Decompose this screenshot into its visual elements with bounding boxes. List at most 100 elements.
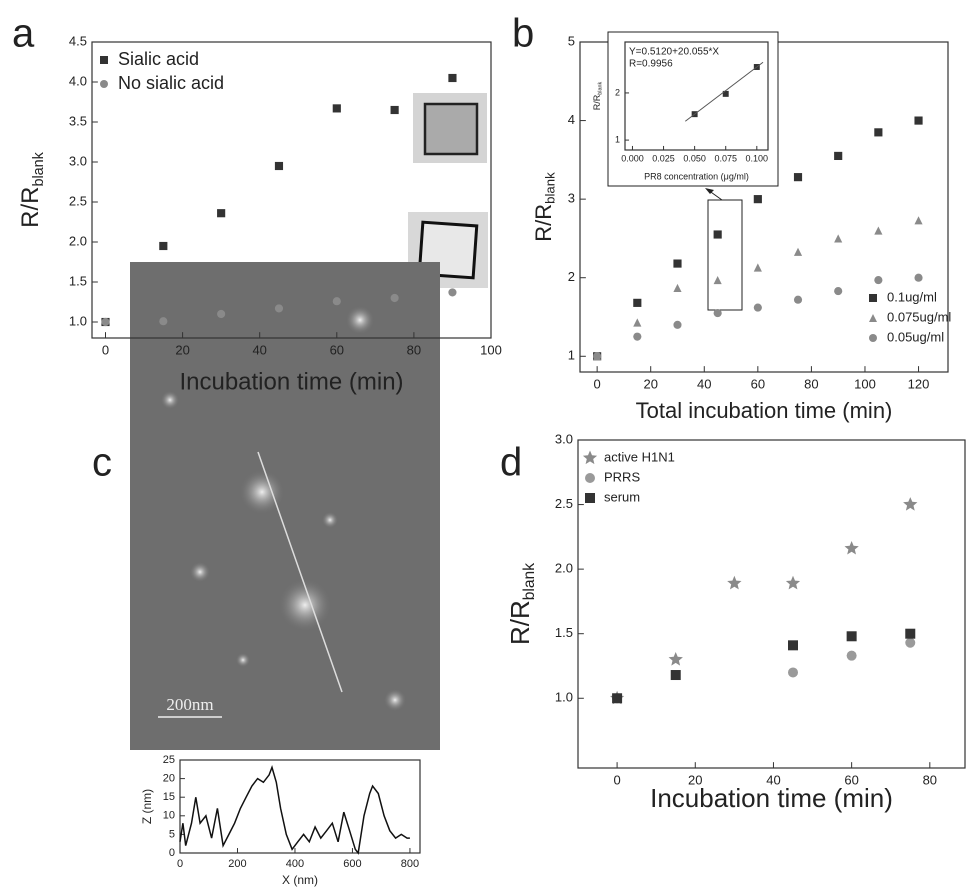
data-point — [673, 320, 682, 329]
y-tick-label: 3 — [568, 191, 575, 206]
data-point — [753, 303, 762, 312]
x-tick-label: 100 — [854, 376, 876, 391]
x-axis-label: Incubation time (min) — [650, 783, 893, 813]
y-tick-label: 3.0 — [555, 431, 573, 446]
x-tick-label: 40 — [766, 772, 780, 787]
legend-marker — [100, 56, 108, 64]
sensor-square — [423, 102, 479, 156]
y-axis-label: Z (nm) — [140, 789, 154, 824]
y-axis-label-main: R/R — [592, 94, 602, 110]
data-point — [159, 317, 168, 326]
y-tick-label: 3.5 — [69, 113, 87, 128]
plot-frame — [624, 41, 769, 151]
y-tick-label: 2 — [568, 269, 575, 284]
data-point — [593, 352, 602, 361]
data-point — [788, 667, 798, 678]
data-point — [713, 230, 722, 239]
y-tick-label: 2 — [615, 87, 620, 97]
fit-line — [685, 61, 764, 122]
y-tick-label: 5 — [169, 828, 175, 840]
data-point — [448, 288, 457, 297]
legend-marker — [582, 450, 598, 465]
highlight-box — [707, 199, 743, 311]
data-point — [390, 293, 399, 303]
data-point — [914, 116, 923, 125]
plot-frame — [91, 41, 492, 339]
data-point — [903, 497, 918, 511]
data-point — [332, 104, 341, 113]
y-tick-label: 2.5 — [555, 496, 573, 511]
x-tick-label: 20 — [175, 342, 189, 357]
y-tick-label: 5 — [568, 33, 575, 48]
data-point — [673, 259, 682, 268]
data-point — [217, 209, 226, 218]
x-tick-label: 60 — [751, 376, 765, 391]
data-point — [673, 283, 682, 293]
x-tick-label: 0.000 — [621, 153, 644, 163]
panel-label: b — [512, 12, 534, 56]
data-point — [332, 297, 341, 306]
profile-line — [257, 451, 343, 693]
y-axis-label-sub: blank — [598, 82, 604, 95]
x-tick-label: 60 — [330, 342, 344, 357]
y-tick-label: 1.5 — [69, 273, 87, 288]
x-tick-label: 0.025 — [652, 153, 675, 163]
x-tick-label: 80 — [804, 376, 818, 391]
data-point — [159, 241, 168, 251]
inset-background — [607, 31, 779, 187]
y-tick-label: 1.0 — [555, 690, 573, 705]
data-point — [670, 670, 681, 681]
y-tick-label: 1.0 — [69, 313, 87, 328]
x-tick-label: 60 — [844, 772, 858, 787]
data-point — [612, 693, 623, 704]
x-axis-label: X (nm) — [282, 873, 318, 887]
legend-marker — [100, 80, 108, 88]
x-tick-label: 20 — [688, 772, 702, 787]
x-tick-label: 0.050 — [683, 153, 706, 163]
x-axis-label: Total incubation time (min) — [636, 398, 893, 423]
afm-image — [130, 262, 440, 750]
y-tick-label: 3.0 — [69, 153, 87, 168]
x-tick-label: 20 — [643, 376, 657, 391]
data-point — [874, 275, 883, 285]
data-point — [785, 575, 801, 590]
y-axis-label-sub: blank — [521, 563, 538, 600]
scale-label: 200nm — [166, 695, 213, 714]
y-tick-label: 2.0 — [69, 233, 87, 248]
x-tick-label: 0.100 — [746, 153, 769, 163]
legend-label: PRRS — [604, 469, 640, 484]
y-axis-label: R/Rblank — [17, 151, 47, 228]
data-point — [788, 640, 798, 651]
y-axis-label: R/Rblank — [505, 563, 538, 645]
data-point — [793, 247, 803, 256]
y-axis-label-main: Z (nm) — [140, 789, 154, 824]
data-point — [633, 332, 642, 341]
data-point — [753, 263, 762, 272]
x-tick-label: 0 — [613, 772, 620, 787]
data-point — [274, 161, 284, 171]
y-tick-label: 1 — [568, 348, 575, 363]
x-tick-label: 40 — [252, 342, 266, 357]
data-point — [834, 286, 843, 296]
y-tick-label: 15 — [163, 791, 175, 803]
panel-label: d — [500, 441, 522, 485]
annotation: Y=0.5120+20.055*X — [629, 47, 719, 58]
legend-marker — [869, 334, 877, 342]
y-axis-label-main: R/R — [505, 600, 535, 645]
data-point — [274, 304, 284, 313]
legend-label: serum — [604, 489, 640, 504]
panel-label: a — [12, 12, 35, 56]
x-tick-label: 0 — [102, 342, 109, 357]
x-tick-label: 100 — [480, 342, 502, 357]
y-axis-label: R/Rblank — [531, 172, 558, 242]
y-axis-label-sub: blank — [31, 151, 47, 186]
data-point — [633, 318, 642, 327]
y-axis-label-sub: blank — [543, 172, 558, 204]
data-point — [727, 575, 742, 590]
afm-texture — [161, 306, 406, 711]
data-point — [905, 628, 916, 639]
x-axis-label: PR8 concentration (μg/ml) — [644, 171, 749, 181]
x-tick-label: 200 — [228, 858, 246, 870]
x-tick-label: 40 — [697, 376, 711, 391]
